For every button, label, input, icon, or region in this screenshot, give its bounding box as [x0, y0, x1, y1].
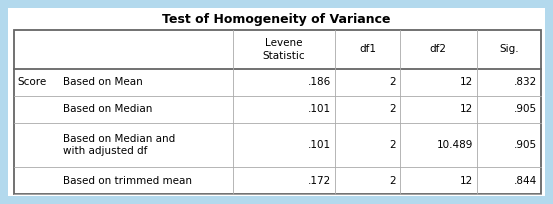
Text: 2: 2: [389, 104, 395, 114]
Text: .186: .186: [308, 78, 331, 88]
Text: .172: .172: [308, 176, 331, 186]
Text: .832: .832: [514, 78, 537, 88]
Text: Based on Mean: Based on Mean: [63, 78, 143, 88]
Text: df1: df1: [359, 44, 376, 54]
Text: .844: .844: [514, 176, 537, 186]
Text: Sig.: Sig.: [499, 44, 519, 54]
Text: Based on Median: Based on Median: [63, 104, 153, 114]
Text: .905: .905: [514, 104, 537, 114]
Text: .101: .101: [308, 140, 331, 150]
Text: Based on trimmed mean: Based on trimmed mean: [63, 176, 192, 186]
Text: Levene
Statistic: Levene Statistic: [263, 38, 305, 61]
Text: 10.489: 10.489: [436, 140, 473, 150]
Text: .905: .905: [514, 140, 537, 150]
Text: Score: Score: [17, 78, 46, 88]
Text: df2: df2: [430, 44, 447, 54]
Text: Based on Median and
with adjusted df: Based on Median and with adjusted df: [63, 134, 175, 156]
Bar: [14, 30, 541, 194]
Text: Test of Homogeneity of Variance: Test of Homogeneity of Variance: [162, 13, 391, 26]
Text: 12: 12: [460, 176, 473, 186]
FancyBboxPatch shape: [8, 8, 545, 196]
Text: .101: .101: [308, 104, 331, 114]
Text: 12: 12: [460, 104, 473, 114]
Text: 2: 2: [389, 176, 395, 186]
Text: 12: 12: [460, 78, 473, 88]
Text: 2: 2: [389, 78, 395, 88]
Text: 2: 2: [389, 140, 395, 150]
